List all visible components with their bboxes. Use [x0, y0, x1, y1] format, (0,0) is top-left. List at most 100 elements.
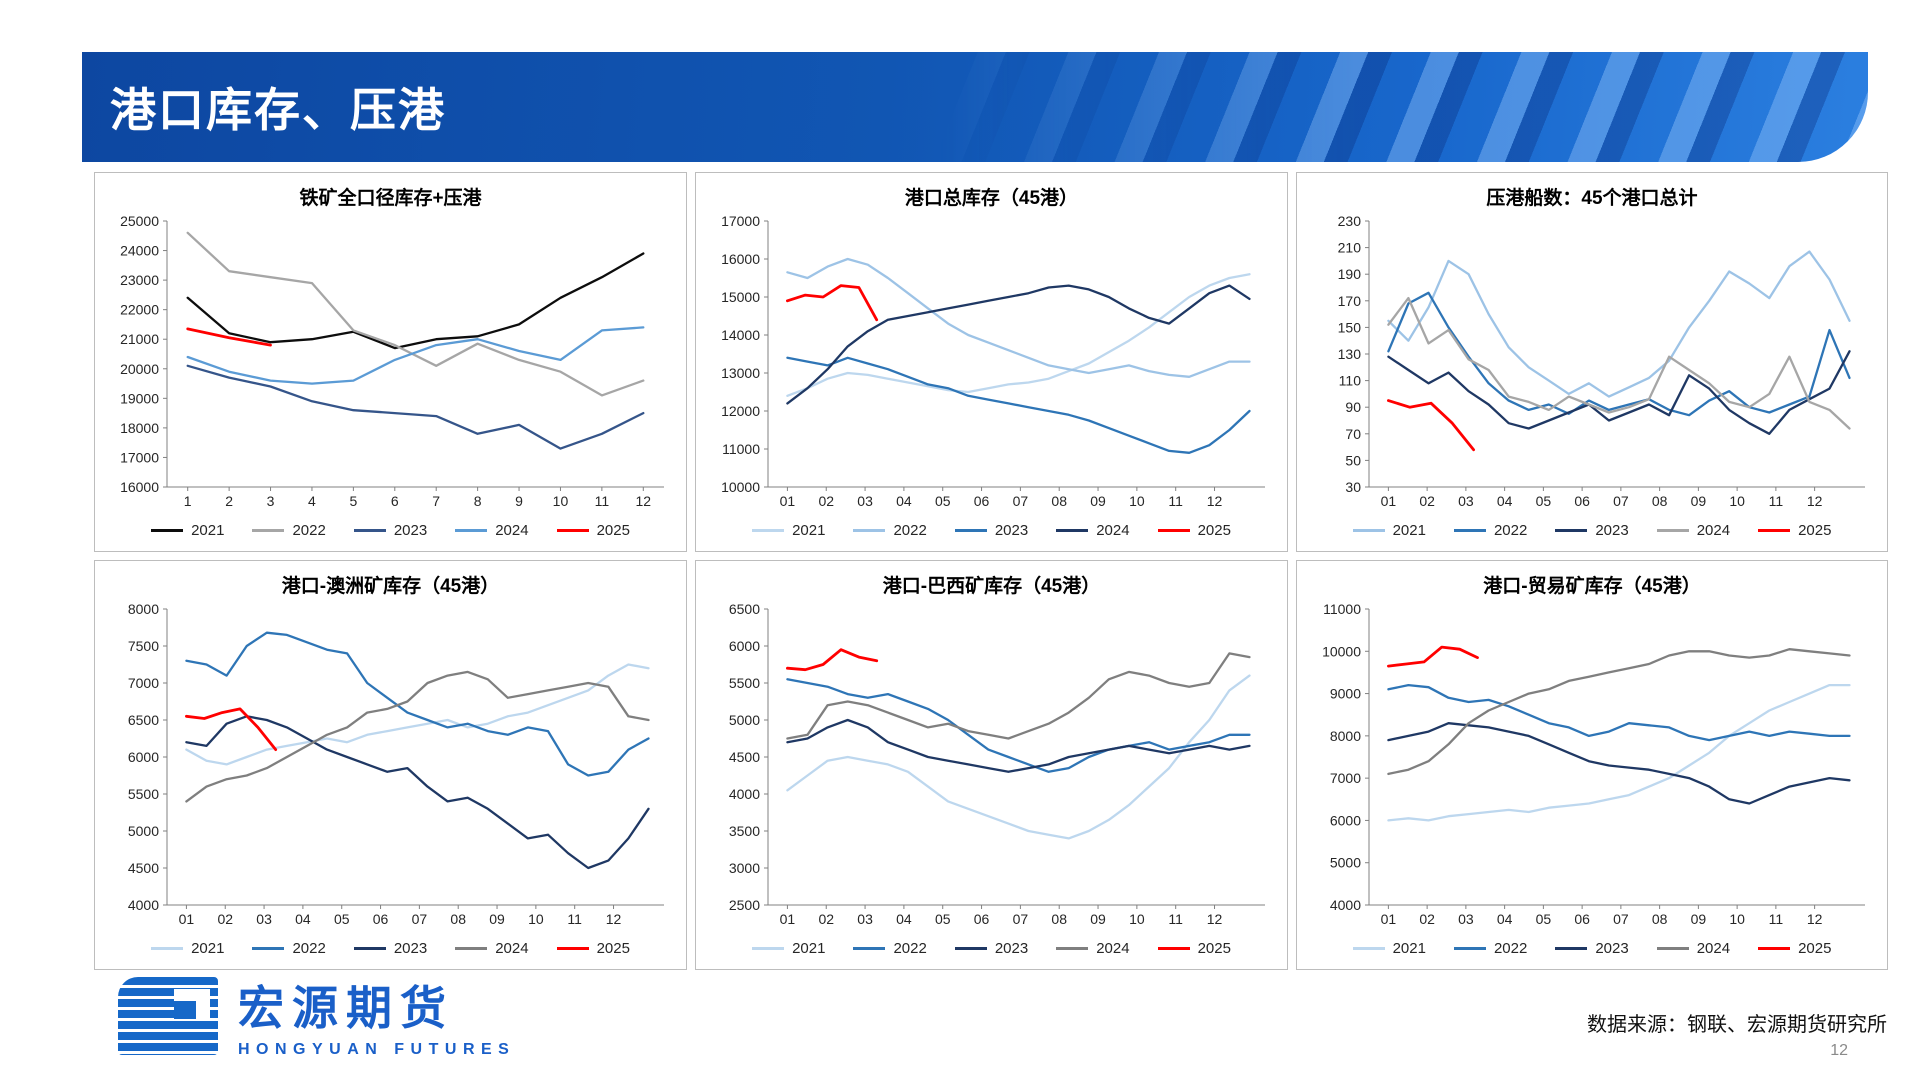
axis-tick-label: 17000: [721, 213, 760, 229]
axis-tick-label: 13000: [721, 365, 760, 381]
axis-tick-label: 11: [1168, 493, 1183, 509]
legend-line-swatch: [1453, 528, 1486, 532]
axis-tick-label: 03: [256, 911, 272, 927]
data-source-note: 数据来源：钢联、宏源期货研究所: [1587, 1014, 1887, 1036]
series-line-2025: [786, 284, 879, 322]
axis-tick-label: 5000: [729, 712, 760, 728]
series-line-2023: [786, 356, 1251, 454]
legend-label: 2022: [893, 521, 927, 539]
series-line-2023: [1387, 722, 1851, 805]
axis-tick-label: 07: [1613, 493, 1629, 509]
legend-label: 2023: [994, 521, 1029, 539]
legend-line-swatch: [353, 528, 386, 532]
legend-label: 2021: [1392, 939, 1426, 957]
axis-tick-label: 4000: [729, 786, 760, 802]
series-line-2021: [786, 674, 1251, 840]
chart-plot: 16000 17000 18000 19000 20000 21000 22000 23000…: [103, 213, 678, 513]
legend-line-swatch: [556, 946, 589, 950]
axis-tick-label: 09: [1691, 493, 1707, 509]
axis-tick-label: 22000: [120, 302, 159, 318]
legend-line-swatch: [1555, 528, 1588, 532]
chart-legend: 2021 2022 2023 2024 2025: [704, 931, 1279, 965]
chart-canvas: 30 50 70 90 110 130 150 170 190 210 230 01 02 03 04 05 0…: [1338, 213, 1865, 509]
legend-line-swatch: [1352, 528, 1385, 532]
axis-tick-label: 6: [391, 493, 399, 509]
series-line-2021: [185, 663, 650, 766]
axis-tick-label: 03: [1458, 911, 1474, 927]
legend-label: 2022: [1493, 939, 1528, 957]
chart-title: 港口总库存（45港）: [904, 188, 1079, 209]
axis-tick-label: 4500: [128, 860, 159, 876]
axis-tick-label: 20000: [120, 361, 159, 377]
legend-item: 2021: [752, 940, 825, 957]
series-line-2022: [1387, 683, 1851, 742]
axis-tick-label: 190: [1338, 266, 1362, 282]
chart-canvas: 10000 11000 12000 13000 14000 15000 16000 17000…: [721, 213, 1265, 509]
legend-item: 2021: [1352, 522, 1426, 539]
axis-tick-label: 07: [1013, 911, 1029, 927]
legend-item: 2024: [455, 521, 529, 539]
series-line-2021: [1387, 250, 1851, 398]
legend-line-swatch: [1056, 946, 1089, 950]
legend-item: 2021: [752, 522, 825, 539]
axis-tick-label: 9: [515, 493, 523, 509]
legend-label: 2024: [1696, 939, 1731, 957]
chart-plot: 4000 4500 5000 5500 6000 6500 7000 7500 8000 01 02…: [103, 601, 678, 931]
axis-tick-label: 18000: [120, 420, 159, 436]
axis-tick-label: 3500: [729, 823, 760, 839]
legend-line-swatch: [1656, 528, 1689, 532]
axis-tick-label: 06: [1574, 493, 1590, 509]
axis-tick-label: 05: [1536, 911, 1552, 927]
axis-tick-label: 05: [334, 911, 350, 927]
legend-label: 2022: [292, 521, 326, 539]
logo-notch-square: [174, 1000, 196, 1019]
legend-line-swatch: [252, 528, 285, 532]
chart-panel: 港口-贸易矿库存（45港） 4000 5000 6000 7000 8000 9000 100…: [1296, 560, 1888, 970]
axis-tick-label: 6500: [128, 712, 159, 728]
axis-tick-label: 10: [1729, 493, 1745, 509]
axis-tick-label: 01: [1381, 493, 1397, 509]
series-line-2025: [786, 648, 879, 672]
axis-tick-label: 01: [179, 911, 195, 927]
series-line-2024: [185, 670, 650, 803]
series-line-2023: [786, 718, 1251, 773]
chart-legend: 2021 2022 2023 2024 2025: [1305, 931, 1879, 965]
axis-tick-label: 8000: [128, 601, 159, 617]
axis-tick-label: 11000: [722, 441, 760, 457]
axis-tick-label: 02: [217, 911, 233, 927]
axis-tick-label: 10000: [721, 479, 760, 495]
legend-item: 2023: [353, 521, 428, 539]
legend-label: 2024: [495, 521, 529, 539]
legend-label: 2023: [393, 521, 428, 539]
axis-tick-label: 06: [974, 493, 990, 509]
chart-title: 港口-澳洲矿库存（45港）: [281, 576, 500, 597]
chart-legend: 2021 2022 2023 2024 2025: [103, 513, 678, 547]
legend-line-swatch: [1555, 946, 1588, 950]
axis-tick-label: 23000: [120, 272, 159, 288]
axis-tick-label: 10: [1129, 493, 1145, 509]
legend-line-swatch: [556, 528, 589, 532]
axis-tick-label: 06: [974, 911, 990, 927]
legend-line-swatch: [853, 946, 886, 950]
axis-tick-label: 10: [528, 911, 544, 927]
legend-item: 2022: [853, 521, 927, 539]
axis-tick-label: 09: [1090, 911, 1106, 927]
axis-tick-label: 09: [1691, 911, 1707, 927]
logo-text-cn: 宏源期货: [238, 982, 454, 1034]
legend-line-swatch: [954, 946, 987, 950]
series-line-2023: [186, 364, 645, 450]
axis-tick-label: 5000: [128, 823, 159, 839]
axis-tick-label: 12000: [721, 403, 760, 419]
axis-tick-label: 01: [780, 493, 796, 509]
slide-title: 港口库存、压港: [110, 84, 446, 136]
legend-label: 2023: [1595, 521, 1629, 539]
legend-line-swatch: [455, 946, 488, 950]
page-number: 12: [1830, 1042, 1848, 1059]
chart-panel: 铁矿全口径库存+压港 16000 17000 18000 19000 20000 21000…: [94, 172, 687, 552]
series-line-2025: [185, 707, 278, 752]
axis-tick-label: 11: [567, 911, 582, 927]
legend-line-swatch: [151, 946, 184, 950]
axis-tick-label: 4500: [729, 749, 760, 765]
legend-label: 2025: [1197, 939, 1231, 957]
legend-item: 2025: [556, 522, 630, 539]
